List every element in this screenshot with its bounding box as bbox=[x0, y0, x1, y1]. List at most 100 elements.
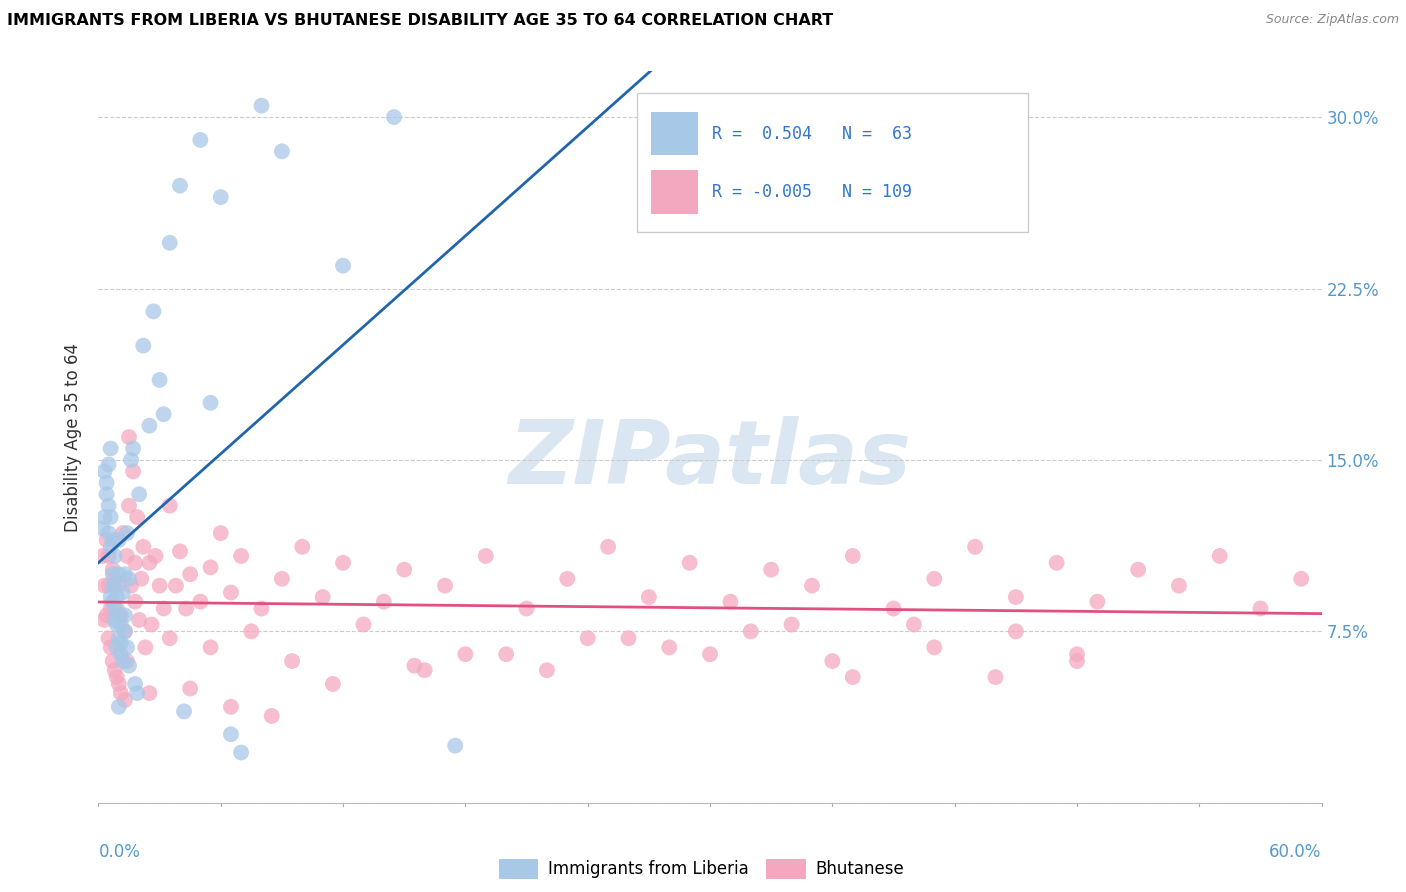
Point bbox=[108, 677, 131, 691]
Point bbox=[322, 677, 344, 691]
Point bbox=[152, 601, 174, 615]
Point bbox=[699, 647, 721, 661]
Point bbox=[97, 499, 120, 513]
Point bbox=[120, 453, 142, 467]
Point bbox=[100, 601, 122, 615]
Point bbox=[118, 572, 141, 586]
Text: R =  0.504   N =  63: R = 0.504 N = 63 bbox=[713, 125, 912, 143]
Point bbox=[291, 540, 314, 554]
Point bbox=[231, 549, 253, 563]
Text: Immigrants from Liberia: Immigrants from Liberia bbox=[548, 860, 749, 878]
Point bbox=[200, 396, 222, 410]
Point bbox=[138, 556, 160, 570]
Point bbox=[104, 572, 127, 586]
Point bbox=[96, 475, 118, 490]
Point bbox=[179, 681, 201, 696]
Point bbox=[200, 640, 222, 655]
Point bbox=[219, 585, 242, 599]
Point bbox=[841, 549, 863, 563]
Point bbox=[93, 464, 115, 478]
Point bbox=[312, 590, 335, 604]
Point bbox=[100, 590, 122, 604]
Text: Source: ZipAtlas.com: Source: ZipAtlas.com bbox=[1265, 13, 1399, 27]
Point bbox=[108, 699, 131, 714]
Point bbox=[200, 560, 222, 574]
Point bbox=[598, 540, 620, 554]
Point bbox=[903, 617, 925, 632]
Point bbox=[188, 133, 212, 147]
Point bbox=[93, 510, 115, 524]
Point bbox=[679, 556, 702, 570]
Point bbox=[1249, 601, 1271, 615]
Point bbox=[96, 533, 118, 547]
Point bbox=[474, 549, 498, 563]
Point bbox=[96, 608, 118, 623]
Point bbox=[260, 709, 283, 723]
Point bbox=[250, 98, 273, 112]
Point bbox=[129, 572, 152, 586]
Point bbox=[100, 510, 122, 524]
Point bbox=[114, 693, 136, 707]
Point bbox=[97, 579, 120, 593]
Point bbox=[100, 640, 122, 655]
Point bbox=[495, 647, 517, 661]
Point bbox=[444, 739, 467, 753]
Point bbox=[740, 624, 762, 639]
Point bbox=[159, 632, 181, 646]
Text: 0.0%: 0.0% bbox=[98, 843, 141, 861]
Point bbox=[720, 594, 742, 608]
Point bbox=[115, 654, 138, 668]
Point bbox=[173, 705, 195, 719]
Point bbox=[169, 178, 191, 193]
Point bbox=[761, 563, 783, 577]
Point bbox=[96, 487, 118, 501]
Point bbox=[110, 617, 132, 632]
Point bbox=[373, 594, 395, 608]
Point bbox=[115, 549, 138, 563]
Point bbox=[132, 338, 155, 352]
Point bbox=[281, 654, 304, 668]
Bar bbox=[651, 170, 697, 214]
Point bbox=[219, 699, 242, 714]
Point bbox=[111, 526, 134, 541]
Point bbox=[617, 632, 640, 646]
Point bbox=[110, 608, 132, 623]
Point bbox=[101, 594, 124, 608]
Point bbox=[108, 533, 131, 547]
Point bbox=[174, 601, 197, 615]
Point bbox=[124, 594, 146, 608]
Point bbox=[454, 647, 477, 661]
Point bbox=[142, 304, 165, 318]
Point bbox=[93, 613, 115, 627]
Point bbox=[1128, 563, 1150, 577]
Point bbox=[91, 549, 114, 563]
Point bbox=[188, 594, 212, 608]
Point bbox=[250, 601, 273, 615]
Point bbox=[104, 663, 127, 677]
Point bbox=[132, 540, 155, 554]
Point bbox=[110, 686, 132, 700]
Point bbox=[101, 533, 124, 547]
Point bbox=[105, 601, 128, 615]
Point bbox=[118, 499, 141, 513]
Point bbox=[159, 499, 181, 513]
Point bbox=[1066, 654, 1088, 668]
Point bbox=[127, 686, 149, 700]
Text: 60.0%: 60.0% bbox=[1270, 843, 1322, 861]
Point bbox=[1066, 647, 1088, 661]
Point bbox=[104, 549, 127, 563]
Point bbox=[122, 464, 145, 478]
Point bbox=[392, 563, 416, 577]
Point bbox=[110, 647, 132, 661]
Point bbox=[105, 640, 128, 655]
Point bbox=[114, 567, 136, 582]
Point bbox=[97, 458, 120, 472]
Point bbox=[404, 658, 426, 673]
Point bbox=[332, 259, 354, 273]
Point bbox=[576, 632, 599, 646]
Point bbox=[1004, 590, 1026, 604]
Point bbox=[270, 145, 294, 159]
Point bbox=[413, 663, 436, 677]
Point bbox=[801, 579, 824, 593]
Point bbox=[91, 521, 114, 535]
